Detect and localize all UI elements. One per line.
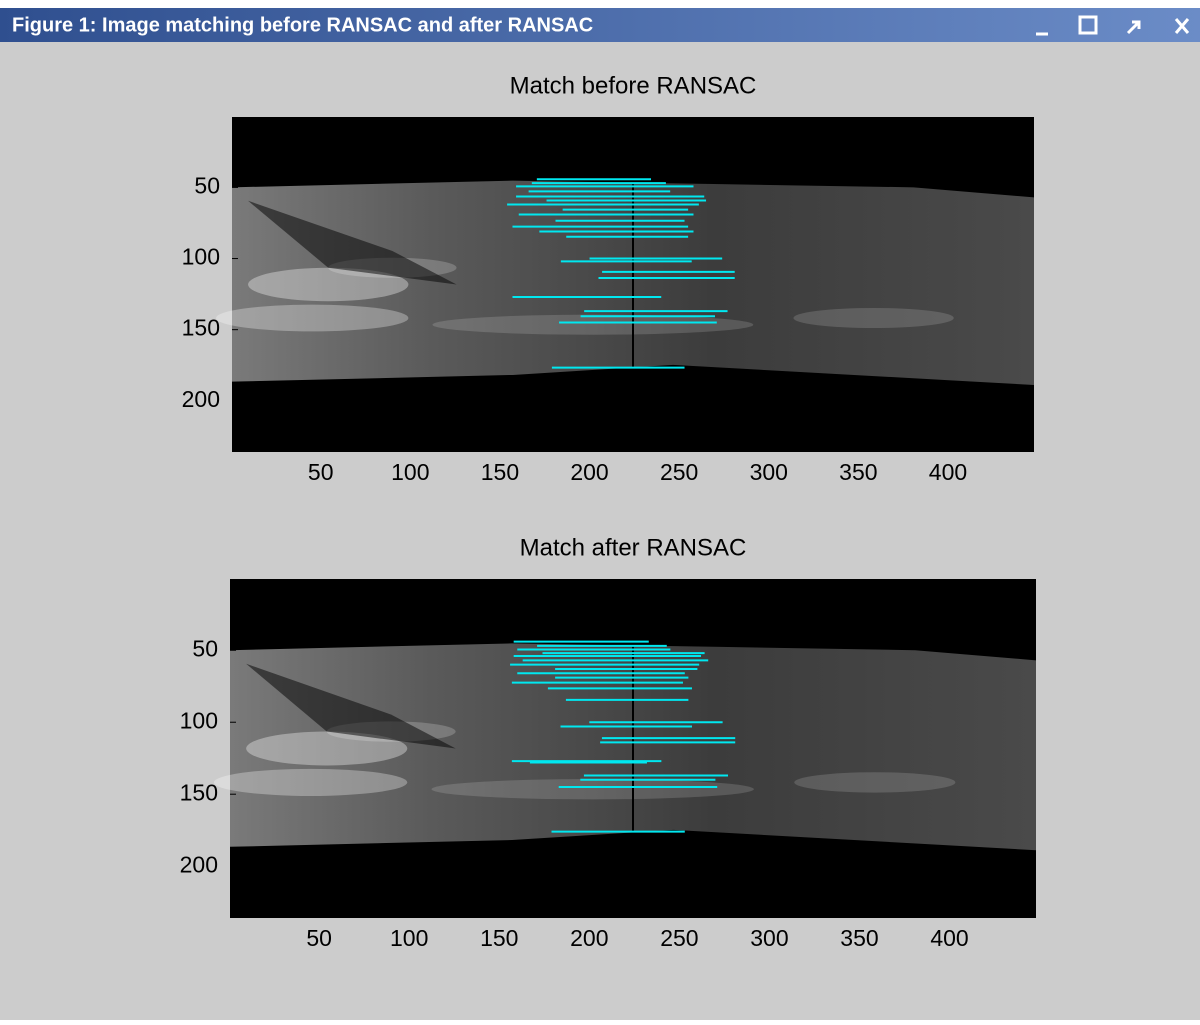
image-texture xyxy=(432,314,754,335)
undock-button[interactable] xyxy=(1126,20,1141,35)
y-tick-label: 50 xyxy=(192,635,218,661)
x-tick-label: 400 xyxy=(930,925,968,951)
image-shadow xyxy=(246,663,456,749)
y-tick-label: 100 xyxy=(182,244,220,270)
image-texture xyxy=(246,731,408,766)
x-tick-label: 300 xyxy=(750,459,788,485)
y-tick-label: 200 xyxy=(180,851,218,877)
image-texture xyxy=(213,768,408,796)
x-tick-label: 150 xyxy=(480,925,518,951)
x-tick-label: 250 xyxy=(660,459,698,485)
window-controls xyxy=(1036,15,1190,36)
maximize-button[interactable] xyxy=(1078,15,1098,35)
image-texture xyxy=(248,267,409,302)
x-tick-label: 250 xyxy=(660,925,698,951)
x-tick-label: 100 xyxy=(391,459,429,485)
x-tick-label: 200 xyxy=(570,459,608,485)
x-tick-label: 150 xyxy=(481,459,519,485)
axes-title: Match after RANSAC xyxy=(520,534,747,561)
image-texture xyxy=(431,779,754,800)
image-shadow xyxy=(248,200,457,285)
y-tick-label: 200 xyxy=(182,386,220,412)
x-tick-label: 50 xyxy=(306,925,332,951)
image-texture xyxy=(793,307,954,329)
x-tick-label: 350 xyxy=(840,925,878,951)
axes-title: Match before RANSAC xyxy=(510,72,757,99)
title-bar xyxy=(0,8,1200,42)
close-button[interactable] xyxy=(1174,18,1190,34)
x-tick-label: 350 xyxy=(839,459,877,485)
x-tick-label: 200 xyxy=(570,925,608,951)
y-tick-label: 50 xyxy=(194,172,220,198)
x-tick-label: 400 xyxy=(929,459,967,485)
x-tick-label: 50 xyxy=(308,459,334,485)
window-title: Figure 1: Image matching before RANSAC a… xyxy=(12,14,593,36)
x-tick-label: 100 xyxy=(390,925,428,951)
image-texture xyxy=(794,772,956,793)
image-texture xyxy=(215,304,409,332)
y-tick-label: 150 xyxy=(180,779,218,805)
y-tick-label: 150 xyxy=(182,315,220,341)
y-tick-label: 100 xyxy=(180,707,218,733)
x-tick-label: 300 xyxy=(750,925,788,951)
